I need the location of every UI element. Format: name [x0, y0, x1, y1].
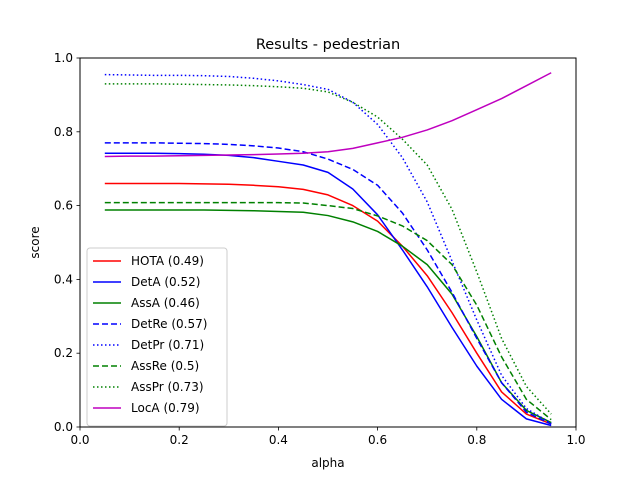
x-tick-label: 0.0 [70, 433, 89, 447]
legend: HOTA (0.49) DetA (0.52) AssA (0.46) DetRe (… [86, 247, 228, 427]
legend-label-detpr-0-71: DetPr (0.71) [131, 338, 204, 352]
plot-frame [79, 57, 577, 428]
legend-label-detre-0-57: DetRe (0.57) [131, 317, 207, 331]
legend-label-assre-0-5: AssRe (0.5) [131, 359, 199, 373]
legend-label-loca-0-79: LocA (0.79) [131, 401, 200, 415]
x-tick-label: 0.4 [269, 433, 288, 447]
y-tick-label: 0.6 [54, 199, 73, 213]
legend-label-assa-0-46: AssA (0.46) [131, 296, 200, 310]
series-line-deta-0-52 [104, 152, 552, 427]
y-tick-label: 0.2 [54, 346, 73, 360]
y-tick-label: 0.0 [54, 420, 73, 434]
series-line-loca-0-79 [104, 72, 552, 158]
x-tick-label: 0.8 [467, 433, 486, 447]
y-tick-label: 1.0 [54, 51, 73, 65]
series-line-assre-0-5 [104, 201, 552, 421]
x-axis-label: alpha [311, 456, 344, 470]
y-axis-ticks: 0.0 0.2 0.4 0.6 0.8 1.0 [54, 51, 80, 434]
x-tick-label: 0.6 [368, 433, 387, 447]
y-tick-label: 0.4 [54, 272, 73, 286]
chart-title: Results - pedestrian [256, 37, 400, 53]
legend-label-hota-0-49: HOTA (0.49) [131, 254, 204, 268]
series-line-detre-0-57 [104, 142, 552, 425]
series-line-detpr-0-71 [104, 73, 552, 424]
legend-label-asspr-0-73: AssPr (0.73) [131, 380, 204, 394]
legend-box [86, 247, 228, 427]
series-line-hota-0-49 [104, 182, 552, 425]
x-tick-label: 1.0 [566, 433, 585, 447]
y-tick-label: 0.8 [54, 125, 73, 139]
x-axis-ticks: 0.0 0.2 0.4 0.6 0.8 1.0 [70, 427, 586, 447]
x-tick-label: 0.2 [170, 433, 189, 447]
series-layer [104, 72, 552, 427]
legend-label-deta-0-52: DetA (0.52) [131, 275, 200, 289]
series-line-assa-0-46 [104, 209, 552, 424]
y-axis-label: score [28, 226, 42, 258]
